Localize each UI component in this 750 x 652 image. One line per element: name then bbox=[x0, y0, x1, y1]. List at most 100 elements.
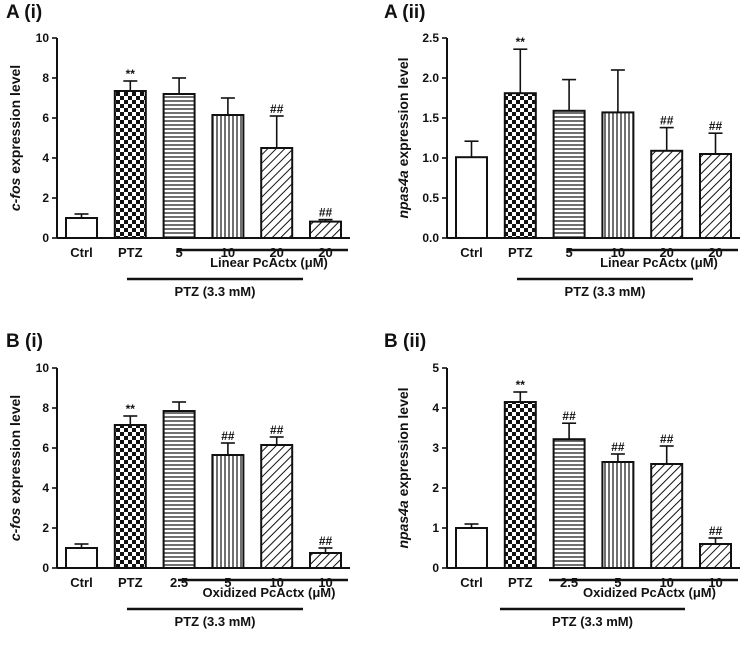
y-tick-label: 0 bbox=[432, 561, 439, 575]
x-tick-label: Ctrl bbox=[460, 575, 482, 590]
x-tick-label: Ctrl bbox=[70, 575, 92, 590]
y-tick-label: 2.5 bbox=[422, 31, 439, 45]
y-axis-label: c-fos expression level bbox=[7, 395, 23, 541]
x-tick-label: Ctrl bbox=[460, 245, 482, 260]
significance-label: ** bbox=[126, 402, 136, 416]
x-tick-label: 5 bbox=[175, 245, 182, 260]
chart-panel: A (ii) npas4a expression level 0.0 0.5 1.0 1.… bbox=[384, 2, 740, 299]
y-axis-label-gene: c-fos bbox=[7, 507, 23, 541]
x-tick-label: 5 bbox=[614, 575, 621, 590]
chart-panel: B (ii) npas4a expression level 0 1 2 3 4 5 Ctrl *… bbox=[384, 331, 740, 629]
bar bbox=[552, 109, 586, 239]
x-tick-label: 5 bbox=[565, 245, 572, 260]
bar bbox=[699, 153, 732, 239]
bar bbox=[260, 147, 294, 239]
ptz-label: PTZ (3.3 mM) bbox=[175, 614, 256, 629]
y-tick-label: 2 bbox=[432, 481, 439, 495]
y-axis-label-rest: expression level bbox=[395, 57, 411, 170]
bar bbox=[552, 438, 586, 570]
bar bbox=[113, 424, 147, 569]
y-tick-label: 2 bbox=[42, 191, 49, 205]
significance-label: ** bbox=[516, 378, 526, 392]
bar bbox=[162, 93, 196, 239]
panel-label: B (i) bbox=[6, 331, 43, 352]
group-label: Oxidized PcActx (μM) bbox=[203, 585, 336, 600]
chart-panel: A (i) c-fos expression level 0 2 4 6 8 10 Ctrl **… bbox=[6, 2, 350, 299]
y-axis-label-rest: expression level bbox=[7, 395, 23, 508]
significance-label: ## bbox=[270, 423, 284, 437]
bar bbox=[309, 552, 342, 569]
y-tick-label: 6 bbox=[42, 441, 49, 455]
significance-label: ## bbox=[660, 432, 674, 446]
significance-label: ## bbox=[562, 409, 576, 423]
y-axis-label: npas4a expression level bbox=[395, 57, 411, 218]
significance-label: ## bbox=[709, 524, 723, 538]
panel-label: B (ii) bbox=[384, 331, 426, 352]
group-label: Oxidized PcActx (μM) bbox=[583, 585, 716, 600]
y-tick-label: 0 bbox=[42, 231, 49, 245]
x-tick-label: PTZ bbox=[508, 245, 533, 260]
x-tick-label: 5 bbox=[224, 575, 231, 590]
y-tick-label: 0 bbox=[42, 561, 49, 575]
panel-label: A (ii) bbox=[384, 2, 426, 23]
x-tick-label: PTZ bbox=[118, 575, 143, 590]
bar bbox=[650, 463, 684, 569]
significance-label: ** bbox=[126, 67, 136, 81]
y-tick-label: 1.0 bbox=[422, 151, 439, 165]
y-tick-label: 1.5 bbox=[422, 111, 439, 125]
bar bbox=[211, 454, 245, 569]
y-axis-label: c-fos expression level bbox=[7, 65, 23, 211]
ptz-label: PTZ (3.3 mM) bbox=[552, 614, 633, 629]
y-tick-label: 5 bbox=[432, 361, 439, 375]
y-tick-label: 8 bbox=[42, 401, 49, 415]
significance-label: ## bbox=[221, 429, 235, 443]
bar bbox=[503, 401, 537, 569]
x-tick-label: 2.5 bbox=[170, 575, 188, 590]
y-axis-label-gene: c-fos bbox=[7, 177, 23, 211]
ptz-label: PTZ (3.3 mM) bbox=[565, 284, 646, 299]
y-axis-label-rest: expression level bbox=[7, 65, 23, 178]
bar bbox=[503, 92, 537, 239]
significance-label: ## bbox=[319, 534, 333, 548]
bar bbox=[162, 410, 196, 569]
y-tick-label: 3 bbox=[432, 441, 439, 455]
significance-label: ## bbox=[319, 206, 333, 220]
ptz-label: PTZ (3.3 mM) bbox=[175, 284, 256, 299]
bar bbox=[699, 543, 732, 569]
bar bbox=[65, 217, 98, 239]
y-tick-label: 4 bbox=[42, 481, 49, 495]
x-tick-label: 2.5 bbox=[560, 575, 578, 590]
y-tick-label: 10 bbox=[36, 361, 50, 375]
x-tick-label: PTZ bbox=[508, 575, 533, 590]
bar bbox=[211, 114, 245, 239]
significance-label: ## bbox=[709, 119, 723, 133]
group-label: Linear PcActx (μM) bbox=[210, 255, 328, 270]
bar bbox=[455, 156, 488, 239]
y-tick-label: 10 bbox=[36, 31, 50, 45]
x-tick-label: PTZ bbox=[118, 245, 143, 260]
bar bbox=[601, 111, 635, 239]
panel-label: A (i) bbox=[6, 2, 42, 23]
y-axis-label-gene: npas4a bbox=[395, 500, 411, 548]
bar bbox=[65, 547, 98, 569]
y-tick-label: 4 bbox=[42, 151, 49, 165]
bar bbox=[601, 461, 635, 569]
y-tick-label: 0.0 bbox=[422, 231, 439, 245]
y-tick-label: 4 bbox=[432, 401, 439, 415]
bar bbox=[113, 90, 147, 239]
y-axis-label-gene: npas4a bbox=[395, 170, 411, 218]
y-tick-label: 6 bbox=[42, 111, 49, 125]
bar bbox=[260, 444, 294, 569]
y-axis-label-rest: expression level bbox=[395, 387, 411, 500]
group-label: Linear PcActx (μM) bbox=[600, 255, 718, 270]
bar bbox=[455, 527, 488, 569]
y-tick-label: 1 bbox=[432, 521, 439, 535]
bar bbox=[309, 220, 342, 240]
y-tick-label: 2.0 bbox=[422, 71, 439, 85]
significance-label: ** bbox=[516, 35, 526, 49]
x-tick-label: Ctrl bbox=[70, 245, 92, 260]
significance-label: ## bbox=[660, 114, 674, 128]
y-tick-label: 2 bbox=[42, 521, 49, 535]
chart-panel: B (i) c-fos expression level 0 2 4 6 8 10 Ctrl **… bbox=[6, 331, 350, 629]
